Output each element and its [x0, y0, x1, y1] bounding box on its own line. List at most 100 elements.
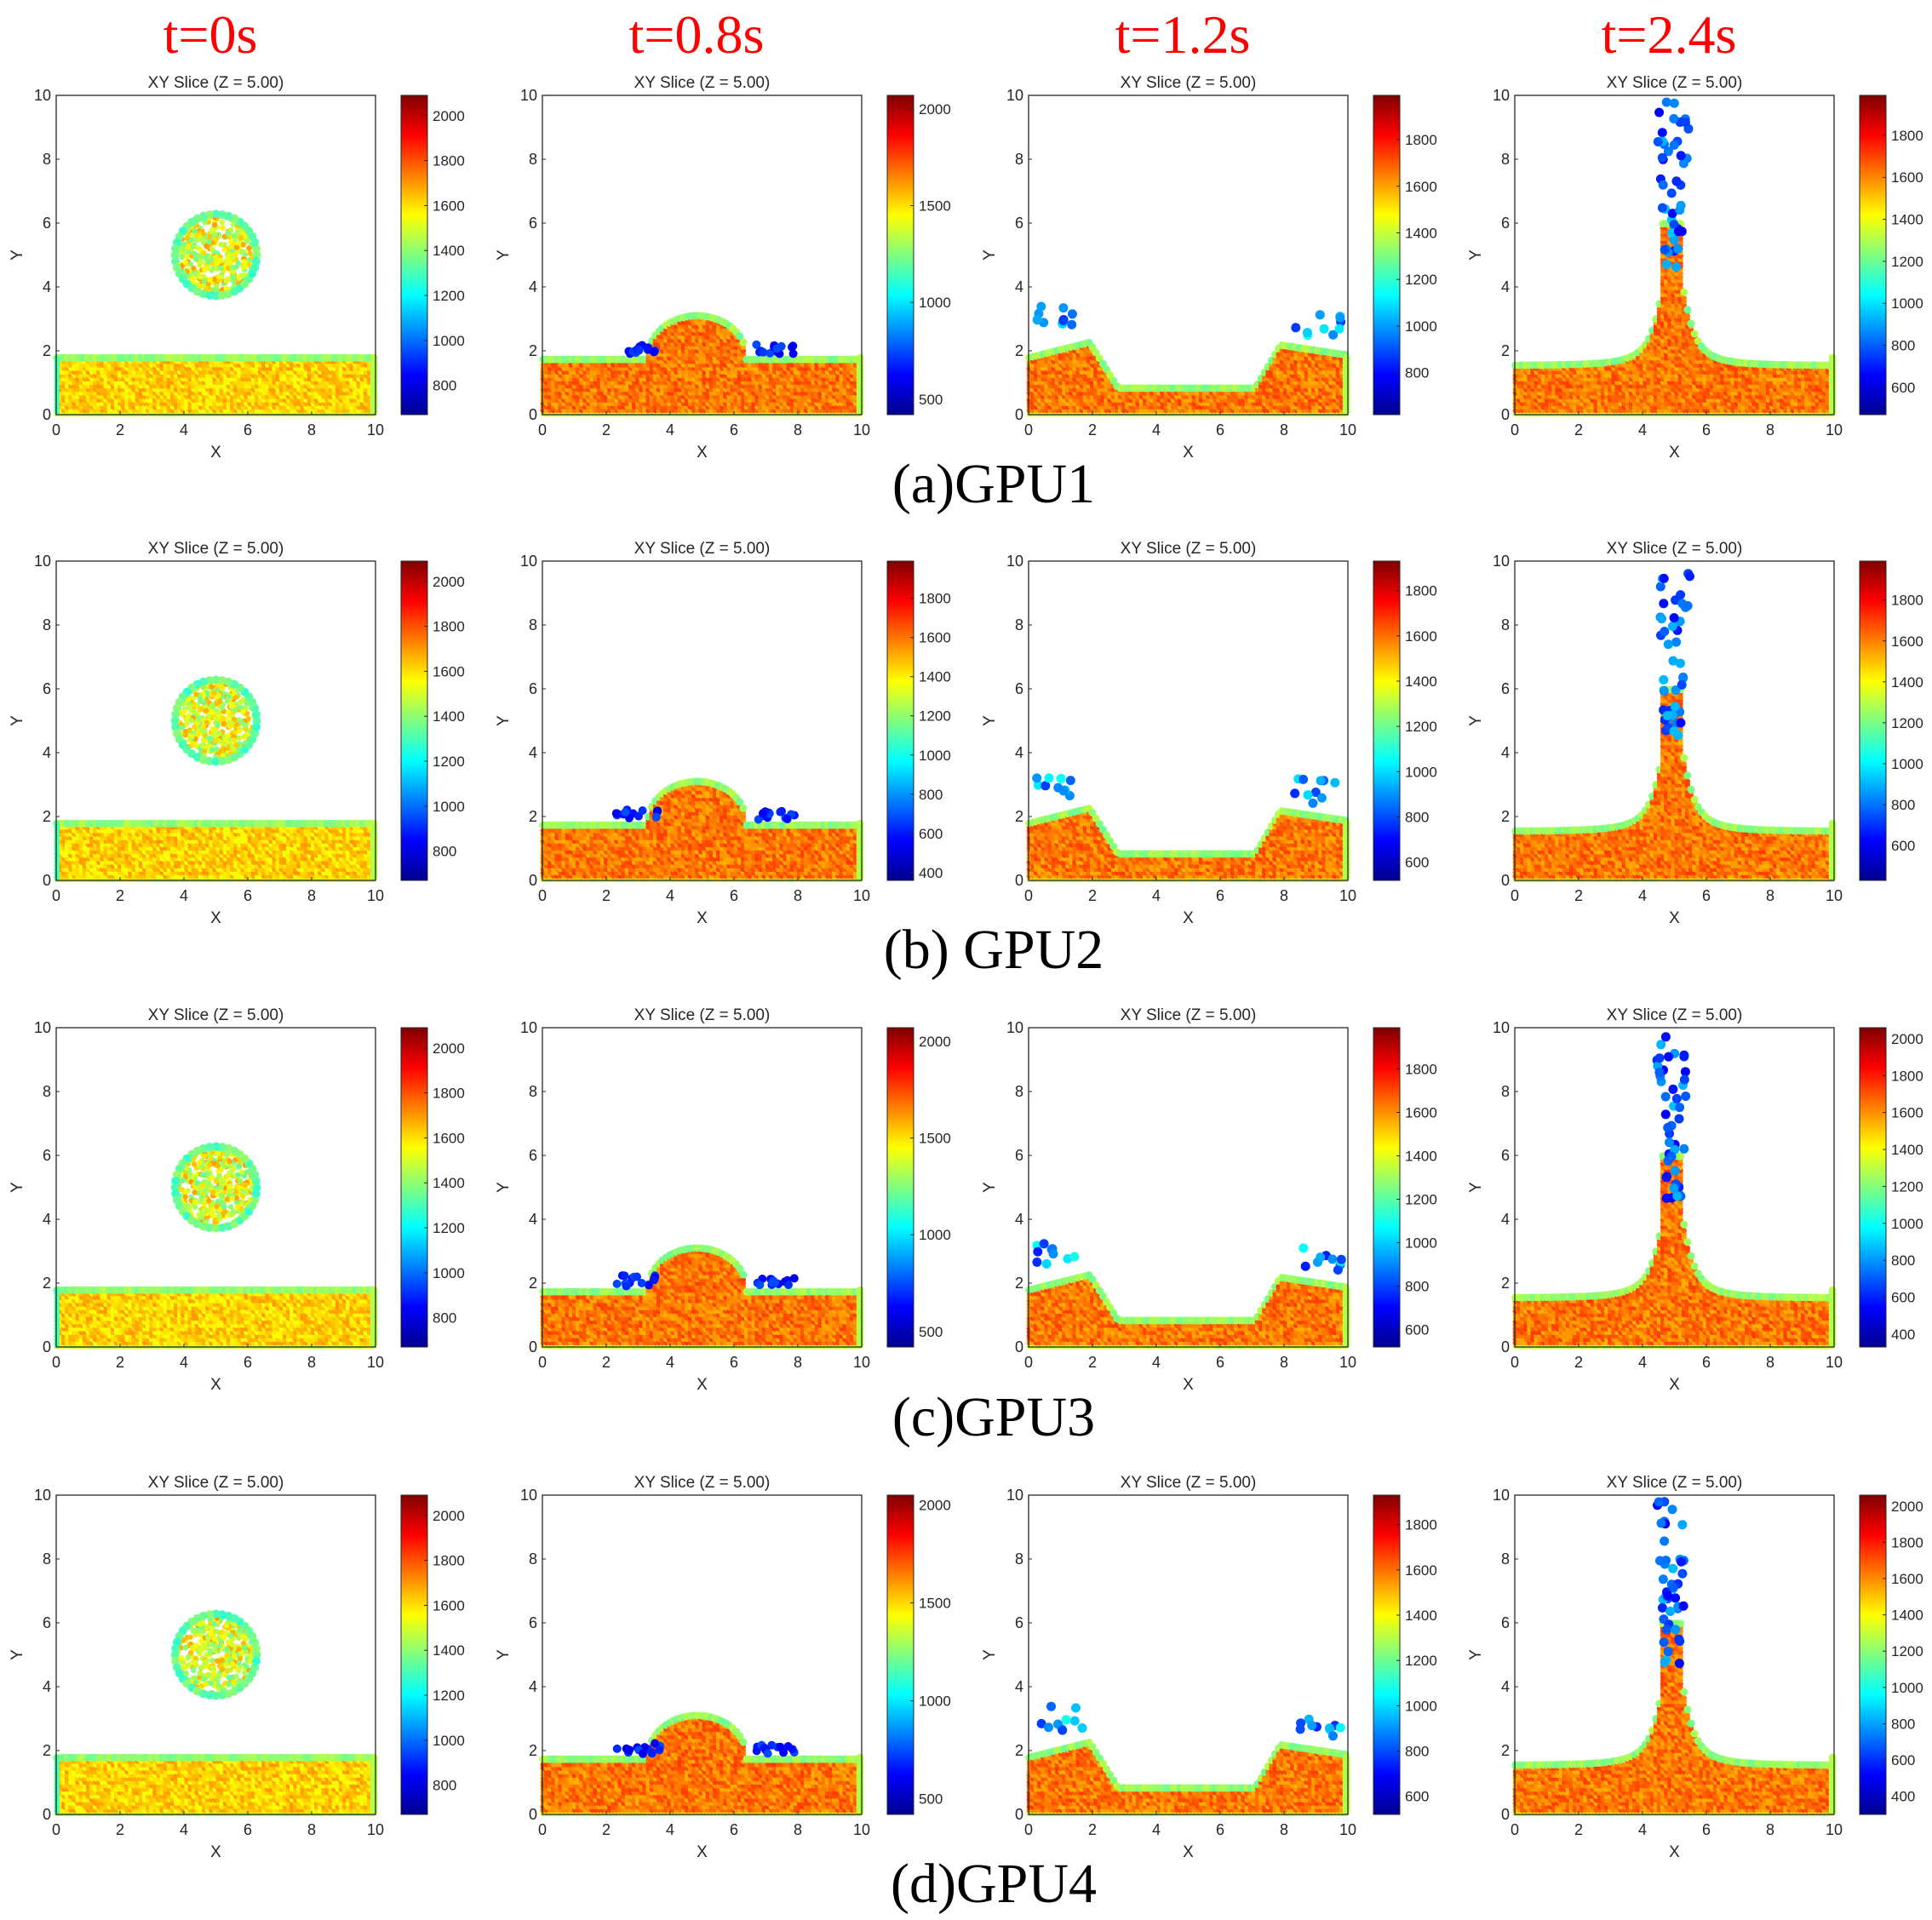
y-tick-label: 8 — [43, 151, 51, 168]
particle — [207, 276, 213, 283]
particle — [211, 209, 221, 219]
particle — [170, 250, 180, 260]
particle — [189, 244, 196, 250]
y-tick-label: 0 — [529, 406, 537, 423]
axes-box — [55, 95, 376, 416]
particle — [192, 250, 198, 257]
x-tick-label: 0 — [538, 421, 547, 438]
particle — [206, 239, 212, 245]
particle — [194, 244, 200, 250]
particle — [231, 274, 237, 280]
particle — [202, 220, 208, 226]
x-tick-label: 2 — [602, 421, 611, 438]
x-tick-label: 4 — [666, 421, 674, 438]
particle — [213, 237, 219, 243]
particle — [187, 261, 194, 267]
particle — [223, 278, 229, 284]
particle — [200, 231, 206, 237]
particle — [765, 348, 775, 358]
particle — [201, 249, 207, 256]
y-tick-label: 6 — [43, 215, 51, 232]
particle — [201, 266, 208, 272]
particle — [238, 249, 244, 255]
colorbar-tick-label: 800 — [433, 378, 456, 394]
particle-layer — [539, 312, 864, 416]
column-title: t=0.8s — [629, 4, 765, 65]
column-title: t=2.4s — [1602, 4, 1737, 65]
particle — [221, 247, 228, 253]
particle — [788, 342, 796, 352]
x-axis-label: X — [210, 444, 221, 461]
row-label: (a)GPU1 — [892, 453, 1095, 515]
y-axis-label: Y — [495, 249, 513, 261]
x-tick-label: 0 — [52, 421, 60, 438]
particle — [220, 225, 226, 231]
colorbar — [400, 95, 428, 416]
y-tick-label: 2 — [43, 342, 51, 359]
particle — [197, 274, 204, 280]
particle — [856, 353, 864, 362]
particle — [644, 343, 652, 352]
x-tick-label: 6 — [730, 421, 738, 438]
x-tick-label: 10 — [367, 421, 384, 438]
particle — [225, 230, 231, 237]
colorbar-tick-label: 1200 — [433, 288, 465, 304]
particle — [217, 274, 223, 280]
particle — [238, 235, 244, 241]
particle — [186, 249, 192, 255]
particle — [1109, 376, 1118, 385]
particle — [196, 236, 202, 242]
particle — [211, 221, 218, 228]
colorbar-tick-label: 500 — [919, 392, 943, 408]
particle — [218, 210, 226, 220]
particle — [240, 242, 246, 248]
panel: XY Slice (Z = 5.00)0 2 4 6 8 100246810XY80010… — [981, 74, 1437, 461]
particle — [230, 221, 237, 228]
y-axis-label: Y — [9, 249, 26, 261]
particle — [221, 233, 227, 240]
particle — [251, 257, 261, 266]
particle — [1098, 359, 1107, 368]
particle — [736, 332, 744, 341]
row-labels: (a)GPU1(b) GPU2(c)GPU3(d)GPU4 — [884, 453, 1104, 1915]
particle-layer — [53, 209, 378, 416]
x-tick-label: 8 — [794, 421, 802, 438]
y-tick-label: 8 — [529, 151, 537, 168]
y-tick-label: 2 — [529, 342, 537, 359]
particle — [211, 276, 217, 283]
particle — [788, 349, 798, 358]
particle — [772, 344, 782, 353]
particle — [198, 260, 204, 266]
particle — [217, 257, 224, 263]
x-tick-label: 2 — [116, 421, 124, 438]
particle — [370, 353, 378, 362]
particle — [752, 340, 761, 349]
panel-title: XY Slice (Z = 5.00) — [634, 74, 771, 92]
particle — [54, 354, 60, 361]
column-title: t=1.2s — [1115, 4, 1251, 65]
x-axis-label: X — [697, 444, 708, 461]
particle — [205, 290, 214, 300]
colorbar-tick-label: 2000 — [433, 108, 465, 124]
row-label: (c)GPU3 — [892, 1386, 1095, 1448]
particle — [206, 265, 212, 271]
particle — [191, 265, 197, 272]
particle — [184, 254, 190, 260]
colorbar-tick-label: 2000 — [919, 101, 951, 117]
x-tick-label: 8 — [307, 421, 316, 438]
particle — [229, 264, 235, 271]
particle — [231, 268, 237, 275]
particle — [171, 244, 181, 253]
particle — [1088, 343, 1097, 351]
panel-title: XY Slice (Z = 5.00) — [148, 74, 284, 92]
particle — [740, 344, 747, 351]
axes-box — [542, 95, 863, 416]
particle — [231, 232, 237, 239]
particle — [184, 235, 191, 242]
particle — [247, 250, 253, 256]
colorbar-tick-label: 1000 — [433, 333, 465, 349]
particle — [1095, 354, 1104, 363]
column-title: t=0s — [163, 4, 258, 65]
particle — [233, 244, 240, 250]
